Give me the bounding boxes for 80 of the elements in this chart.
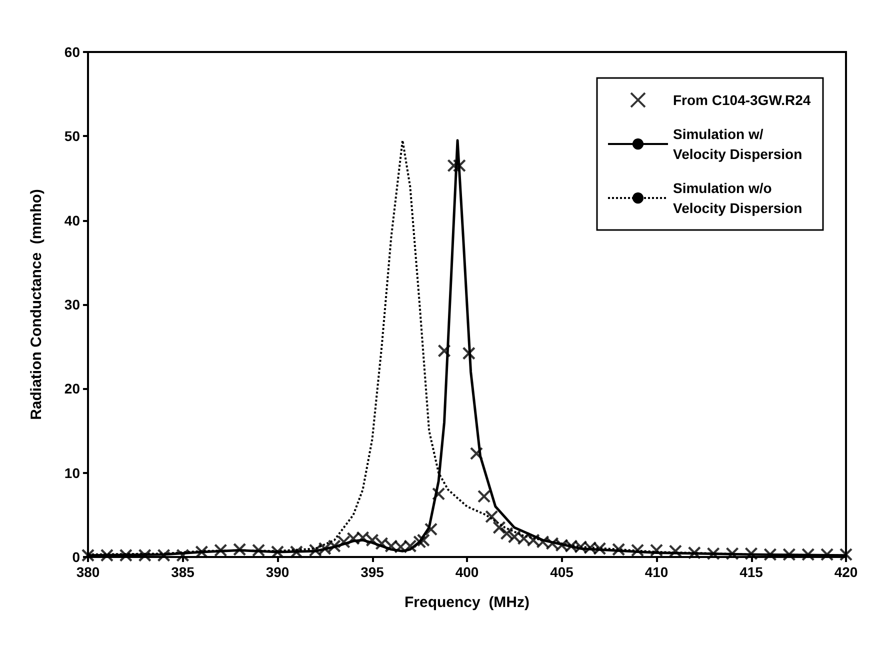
point [413, 535, 426, 548]
y-tick-label: 20 [64, 380, 80, 397]
point [668, 544, 682, 558]
point [536, 535, 550, 548]
y-tick-label: 30 [64, 296, 80, 312]
point [346, 532, 360, 546]
point [356, 531, 370, 544]
point [485, 510, 498, 524]
point [424, 522, 438, 536]
y-axis-title: Radiation Conductance (mmho) [28, 189, 45, 420]
x-tick-label: 385 [171, 564, 195, 580]
point [438, 344, 451, 358]
y-tick-label: 0 [72, 549, 80, 565]
point [802, 548, 815, 562]
point [404, 539, 417, 553]
point [526, 534, 540, 547]
y-tick-label: 50 [64, 128, 80, 144]
x-tick-label: 400 [455, 564, 479, 580]
point [138, 548, 152, 562]
point [432, 487, 446, 500]
point [81, 548, 95, 562]
point [416, 534, 430, 547]
point [308, 544, 322, 557]
point [574, 540, 588, 554]
x-tick-label: 380 [76, 564, 100, 580]
point [726, 547, 739, 560]
point [176, 548, 190, 562]
point [375, 536, 388, 550]
point [366, 534, 379, 547]
point [508, 530, 521, 544]
point [270, 545, 284, 559]
point [462, 346, 476, 360]
point [157, 548, 170, 562]
x-tick-label: 390 [266, 564, 290, 580]
point [100, 548, 114, 562]
point [820, 548, 834, 562]
y-tick-label: 10 [64, 464, 80, 481]
point [492, 520, 506, 534]
legend-label: From C104-3GW.R24 [673, 92, 811, 108]
point [744, 547, 758, 560]
point [214, 544, 228, 557]
legend-label: Simulation w/ Velocity Dispersion [673, 126, 802, 162]
point [477, 490, 491, 503]
point [470, 446, 484, 460]
point [452, 159, 466, 172]
point [650, 544, 664, 557]
point [517, 532, 530, 546]
legend-label: Simulation w/o Velocity Dispersion [673, 180, 802, 216]
x-tick-label: 410 [644, 564, 668, 580]
y-tick-label: 40 [64, 212, 80, 228]
point [630, 544, 644, 557]
x-tick-label: 395 [360, 564, 384, 580]
point [688, 546, 701, 560]
point [318, 542, 332, 556]
point [447, 159, 460, 172]
point [546, 536, 559, 550]
point [612, 542, 626, 556]
point [252, 544, 266, 557]
point [233, 542, 246, 556]
point [593, 542, 606, 556]
point [119, 548, 132, 562]
point [584, 541, 597, 554]
point [384, 539, 398, 553]
point [782, 548, 796, 562]
x-tick-label: 405 [550, 564, 574, 580]
point [337, 535, 350, 548]
point [564, 539, 578, 553]
y-tick-label: 60 [64, 44, 80, 60]
point [764, 548, 777, 562]
point [394, 540, 408, 554]
point [500, 526, 514, 540]
x-tick-label: 415 [740, 564, 764, 580]
point [706, 547, 720, 560]
point [328, 539, 341, 553]
point [555, 538, 568, 552]
point [195, 545, 208, 559]
point [839, 548, 853, 562]
x-tick-label: 420 [834, 564, 858, 580]
x-axis-title: Frequency (MHz) [404, 594, 530, 611]
point [290, 545, 304, 559]
